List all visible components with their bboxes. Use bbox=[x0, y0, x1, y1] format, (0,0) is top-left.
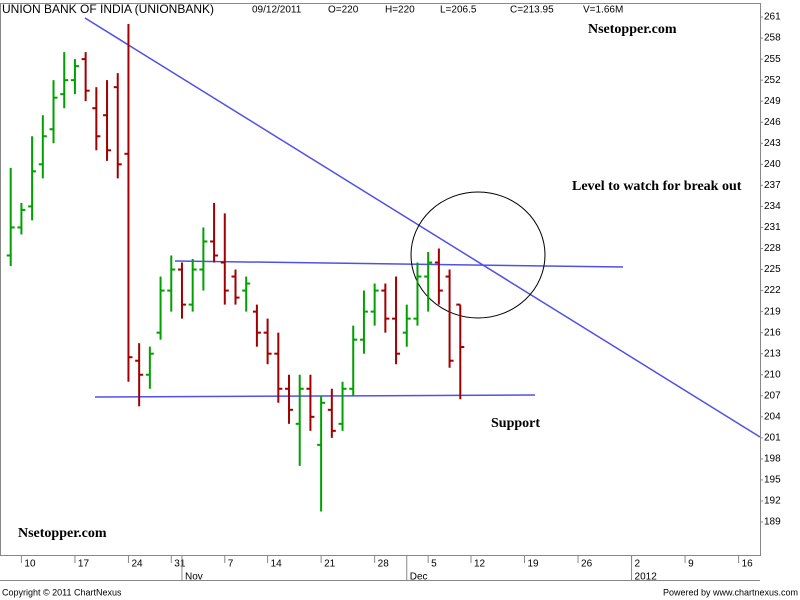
y-tick-label: 234 bbox=[764, 201, 781, 212]
y-tick-label: 210 bbox=[764, 369, 781, 380]
plot-frame bbox=[0, 3, 761, 556]
x-tick-label: 12 bbox=[474, 559, 486, 570]
resistance-line bbox=[174, 260, 624, 268]
breakout-circle bbox=[410, 191, 546, 319]
y-tick-label: 201 bbox=[764, 433, 781, 444]
chart-title: UNION BANK OF INDIA (UNIONBANK) bbox=[2, 2, 214, 16]
x-tick-label: 10 bbox=[24, 559, 36, 570]
y-tick-label: 252 bbox=[764, 75, 781, 86]
y-tick-label: 189 bbox=[764, 517, 781, 528]
x-tick-label: 17 bbox=[78, 559, 90, 570]
y-tick-label: 231 bbox=[764, 222, 781, 233]
y-tick-label: 198 bbox=[764, 454, 781, 465]
y-tick-label: 261 bbox=[764, 12, 781, 23]
x-tick-label: 21 bbox=[324, 559, 336, 570]
x-tick-label: 5 bbox=[431, 559, 437, 570]
support-line bbox=[94, 394, 536, 398]
watermark: Nsetopper.com bbox=[588, 22, 677, 37]
annotation: Level to watch for break out bbox=[572, 179, 742, 194]
y-tick-label: 243 bbox=[764, 138, 781, 149]
y-tick-label: 216 bbox=[764, 327, 781, 338]
annotation: Support bbox=[491, 416, 541, 431]
x-tick-label: 2 bbox=[635, 559, 641, 570]
y-tick-label: 246 bbox=[764, 117, 781, 128]
y-tick-label: 225 bbox=[764, 264, 781, 275]
x-tick-label: 19 bbox=[528, 559, 540, 570]
y-tick-label: 195 bbox=[764, 475, 781, 486]
x-tick-label: 9 bbox=[688, 559, 694, 570]
trendline bbox=[84, 17, 760, 438]
month-label: Nov bbox=[185, 572, 203, 583]
y-tick-label: 204 bbox=[764, 411, 781, 422]
info-date: 09/12/2011 bbox=[252, 5, 302, 16]
x-tick-label: 24 bbox=[131, 559, 143, 570]
y-tick-label: 258 bbox=[764, 33, 781, 44]
month-label: 2012 bbox=[635, 572, 658, 583]
y-tick-label: 192 bbox=[764, 496, 781, 507]
y-tick-label: 213 bbox=[764, 348, 781, 359]
info-volume: V=1.66M bbox=[583, 5, 623, 16]
watermark: Nsetopper.com bbox=[18, 526, 107, 541]
footer-powered: Powered by www.chartnexus.com bbox=[663, 587, 798, 597]
y-tick-label: 249 bbox=[764, 96, 781, 107]
y-tick-label: 207 bbox=[764, 390, 781, 401]
x-tick-label: 26 bbox=[581, 559, 593, 570]
y-tick-label: 228 bbox=[764, 243, 781, 254]
y-tick-label: 219 bbox=[764, 306, 781, 317]
x-tick-label: 14 bbox=[271, 559, 283, 570]
month-label: Dec bbox=[410, 572, 428, 583]
x-tick-label: 28 bbox=[378, 559, 390, 570]
y-tick-label: 237 bbox=[764, 180, 781, 191]
info-open: O=220 bbox=[328, 5, 359, 16]
y-tick-label: 222 bbox=[764, 285, 781, 296]
info-close: C=213.95 bbox=[510, 5, 554, 16]
info-low: L=206.5 bbox=[440, 5, 477, 16]
y-tick-label: 240 bbox=[764, 159, 781, 170]
x-tick-label: 7 bbox=[228, 559, 234, 570]
footer-copyright: Copyright © 2011 ChartNexus bbox=[2, 587, 122, 597]
x-tick-label: 31 bbox=[174, 559, 186, 570]
info-high: H=220 bbox=[385, 5, 415, 16]
x-tick-label: 16 bbox=[742, 559, 754, 570]
y-tick-label: 255 bbox=[764, 54, 781, 65]
